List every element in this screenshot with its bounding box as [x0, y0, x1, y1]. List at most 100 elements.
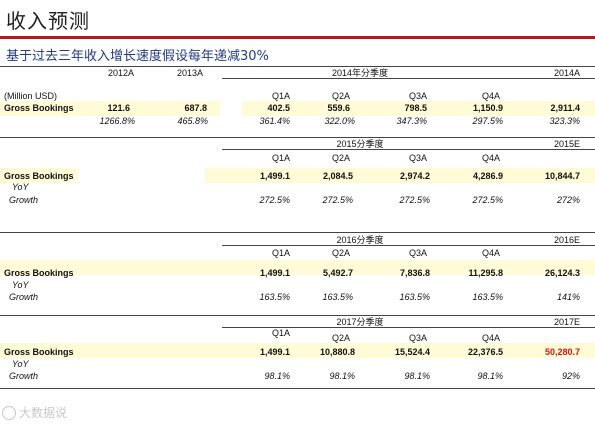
quarter-header: Q3A: [408, 333, 427, 343]
growth-value: 322.0%: [324, 116, 355, 126]
metric-label: Gross Bookings: [4, 268, 74, 278]
units-label: (Million USD): [4, 91, 58, 101]
table-divider: [0, 388, 595, 389]
quarter-header: Q1A: [271, 328, 290, 338]
bookings-value: 5,492.7: [322, 268, 353, 278]
quarter-header: Q2A: [331, 91, 350, 101]
growth-value: 272.5%: [259, 195, 290, 205]
highlight-band: [242, 101, 595, 116]
highlight-band: [205, 168, 595, 183]
quarter-divider: [222, 78, 595, 79]
year-header-2013A: 2013A: [177, 68, 204, 78]
quarter-header: Q3A: [408, 153, 427, 163]
quarter-group-header-2014: 2014年分季度: [331, 68, 389, 78]
year-header-2012A: 2012A: [108, 68, 135, 78]
bookings-value: 1,499.1: [259, 171, 290, 181]
bookings-value: 1,499.1: [259, 268, 290, 278]
quarter-header: Q2A: [331, 333, 350, 343]
table-divider: [0, 66, 595, 67]
bookings-value: 1,499.1: [259, 347, 290, 357]
growth-total: 272%: [556, 195, 580, 205]
highlight-band: [0, 260, 595, 275]
bookings-value: 687.8: [184, 103, 207, 113]
bookings-value: 121.6: [107, 103, 130, 113]
growth-label: Growth: [9, 371, 39, 381]
quarter-group-header-2016: 2016分季度: [336, 235, 384, 245]
growth-value: 98.1%: [477, 371, 503, 381]
bookings-total: 2,911.4: [550, 103, 580, 113]
growth-label: Growth: [9, 292, 39, 302]
bookings-value: 2,084.5: [322, 171, 353, 181]
growth-value: 297.5%: [472, 116, 503, 126]
growth-value: 163.5%: [399, 292, 430, 302]
watermark-logo-icon: [2, 405, 16, 420]
table-divider: [0, 137, 595, 138]
quarter-header: Q1A: [271, 153, 290, 163]
total-header-2016E: 2016E: [553, 235, 580, 245]
quarter-group-header-2017: 2017分季度: [336, 317, 384, 327]
quarter-divider: [222, 327, 595, 328]
quarter-header: Q3A: [408, 91, 427, 101]
quarter-header: Q3A: [408, 248, 427, 258]
growth-value: 163.5%: [322, 292, 353, 302]
quarter-header: Q1A: [271, 91, 290, 101]
bookings-value: 559.6: [327, 103, 350, 113]
highlight-band: [0, 168, 78, 183]
bookings-value: 402.5: [267, 103, 290, 113]
growth-total: 141%: [556, 292, 580, 302]
growth-total: 323.3%: [549, 116, 580, 126]
growth-value: 465.8%: [177, 116, 208, 126]
quarter-header: Q4A: [481, 333, 500, 343]
metric-label: Gross Bookings: [4, 171, 74, 181]
bookings-value: 798.5: [404, 103, 427, 113]
bookings-value: 22,376.5: [467, 347, 503, 357]
page-title: 收入预测: [6, 9, 90, 33]
bookings-value: 15,524.4: [394, 347, 430, 357]
yoy-label: YoY: [12, 280, 29, 290]
watermark: 大数据说: [2, 404, 67, 421]
quarter-header: Q4A: [481, 153, 500, 163]
growth-value: 98.1%: [264, 371, 290, 381]
growth-value: 347.3%: [396, 116, 427, 126]
growth-value: 361.4%: [259, 116, 290, 126]
watermark-text: 大数据说: [19, 406, 68, 420]
quarter-divider: [222, 245, 595, 246]
growth-value: 163.5%: [259, 292, 290, 302]
growth-value: 272.5%: [472, 195, 503, 205]
metric-label: Gross Bookings: [4, 347, 74, 357]
bookings-value: 11,295.8: [468, 268, 503, 278]
growth-value: 163.5%: [472, 292, 503, 302]
total-header-2015E: 2015E: [553, 139, 580, 149]
bookings-value: 2,974.2: [399, 171, 430, 181]
yoy-label: YoY: [12, 359, 29, 369]
quarter-header: Q4A: [481, 91, 500, 101]
highlight-band: [0, 343, 595, 358]
bookings-total: 26,124.3: [544, 268, 580, 278]
bookings-value: 4,286.9: [472, 171, 503, 181]
bookings-value: 1,150.9: [472, 103, 503, 113]
growth-label: Growth: [9, 195, 39, 205]
quarter-header: Q4A: [481, 248, 500, 258]
table-divider: [0, 315, 595, 316]
bookings-total: 10,844.7: [544, 171, 580, 181]
total-header-2014A: 2014A: [553, 68, 580, 78]
quarter-header: Q2A: [331, 248, 350, 258]
quarter-header: Q2A: [331, 153, 350, 163]
growth-value: 1266.8%: [99, 116, 135, 126]
total-header-2017E: 2017E: [553, 317, 580, 327]
quarter-header: Q1A: [271, 248, 290, 258]
bookings-value: 10,880.8: [319, 347, 355, 357]
yoy-label: YoY: [12, 182, 29, 192]
quarter-divider: [222, 149, 595, 150]
highlight-band: [0, 101, 220, 116]
growth-value: 272.5%: [322, 195, 353, 205]
metric-label: Gross Bookings: [4, 103, 74, 113]
growth-value: 98.1%: [404, 371, 430, 381]
quarter-group-header-2015: 2015分季度: [336, 139, 384, 149]
growth-value: 272.5%: [399, 195, 430, 205]
page-subtitle: 基于过去三年收入增长速度假设每年递减30%: [6, 49, 269, 64]
table-divider: [0, 232, 595, 233]
title-divider: [0, 36, 595, 39]
bookings-total-highlight: 50,280.7: [544, 347, 580, 357]
growth-total: 92%: [561, 371, 580, 381]
